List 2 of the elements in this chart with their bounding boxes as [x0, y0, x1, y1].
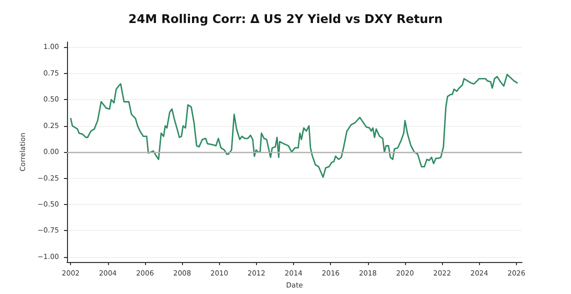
chart-title: 24M Rolling Corr: Δ US 2Y Yield vs DXY Return [128, 12, 443, 26]
line-series [70, 74, 518, 178]
